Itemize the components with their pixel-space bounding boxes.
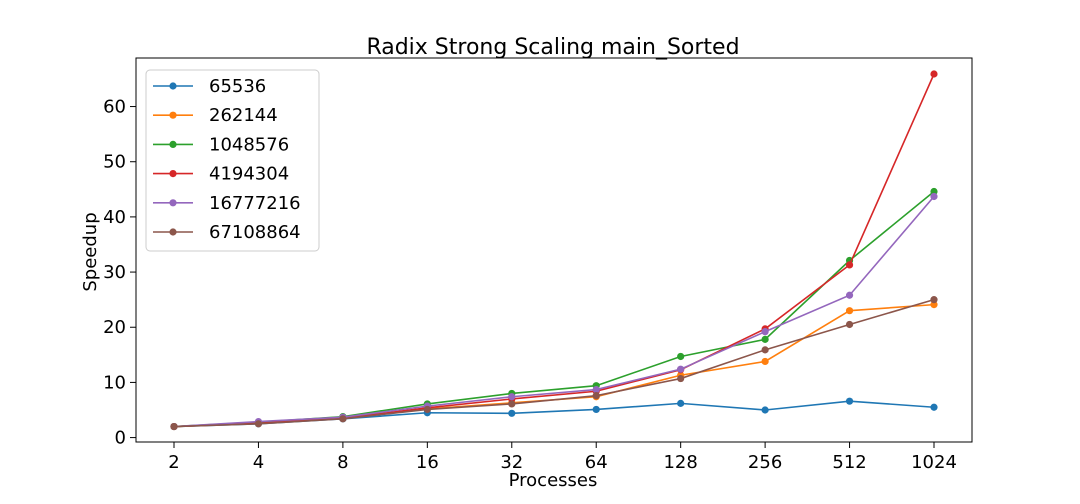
legend-swatch-marker (169, 82, 177, 90)
plot-frame (135, 57, 973, 443)
data-point (930, 403, 938, 411)
series-line (173, 195, 935, 428)
data-point (930, 301, 938, 309)
data-point (592, 392, 600, 400)
legend-swatch-marker (169, 199, 177, 207)
x-tick-label: 16 (416, 452, 439, 473)
data-point (930, 70, 938, 78)
x-tick-label: 4 (253, 452, 264, 473)
x-tick-label: 512 (832, 452, 866, 473)
legend-item: 4194304 (153, 164, 289, 185)
data-point (845, 397, 854, 405)
data-point (761, 346, 769, 354)
legend-label: 65536 (209, 76, 266, 97)
data-point (508, 400, 516, 408)
y-tick-label: 60 (103, 97, 126, 118)
legend-label: 67108864 (209, 222, 301, 243)
data-point (170, 422, 178, 431)
legend-label: 262144 (209, 105, 278, 126)
legend: 65536 262144 1048576 4194304 16777216 6710886… (145, 69, 320, 252)
data-point (423, 405, 431, 414)
y-tick-label: 20 (103, 317, 126, 338)
y-tick-label: 50 (103, 152, 126, 173)
legend-item: 262144 (153, 105, 278, 126)
data-point (930, 296, 938, 304)
data-point (845, 307, 854, 315)
legend-item: 16777216 (153, 193, 301, 214)
x-axis-ticks: 2 4 8 16 32 64 128 256 512 1024 (168, 442, 957, 473)
y-tick-label: 40 (103, 207, 126, 228)
data-point (761, 328, 769, 336)
legend-swatch-marker (169, 111, 177, 119)
axes-frame (135, 57, 973, 443)
data-point (845, 320, 854, 329)
x-tick-label: 8 (337, 452, 348, 473)
legend-item: 67108864 (153, 222, 301, 243)
legend-swatch-marker (169, 140, 177, 148)
y-tick-label: 10 (103, 372, 126, 393)
x-tick-label: 1024 (911, 452, 957, 473)
legend-swatch-marker (169, 228, 177, 236)
y-tick-label: 0 (115, 428, 126, 449)
data-point (592, 385, 600, 394)
series-group (170, 70, 938, 431)
legend-item: 65536 (153, 76, 266, 97)
data-point (254, 420, 263, 428)
data-point (677, 374, 685, 383)
y-axis-title: Speedup (80, 212, 101, 291)
y-tick-label: 30 (103, 262, 126, 283)
x-tick-label: 256 (748, 452, 782, 473)
x-tick-label: 128 (663, 452, 697, 473)
data-point (508, 409, 516, 417)
legend-item: 1048576 (153, 134, 289, 155)
legend-label: 16777216 (209, 193, 301, 214)
data-point (761, 357, 769, 366)
data-point (592, 405, 600, 414)
data-point (761, 406, 769, 414)
data-point (339, 415, 347, 423)
series-65536 (170, 397, 938, 431)
x-tick-label: 32 (500, 452, 523, 473)
data-point (930, 187, 938, 196)
legend-label: 1048576 (209, 134, 289, 155)
series-line (173, 303, 935, 428)
x-tick-label: 2 (168, 452, 179, 473)
data-point (930, 192, 938, 201)
data-point (845, 291, 854, 299)
data-point (677, 365, 685, 373)
series-67108864 (170, 296, 938, 431)
x-axis-title: Processes (509, 470, 598, 491)
y-axis-ticks: 0 10 20 30 40 50 60 (103, 97, 136, 449)
legend-swatch-marker (169, 170, 177, 178)
data-point (845, 261, 854, 269)
x-tick-label: 64 (585, 452, 608, 473)
series-line (173, 298, 935, 428)
data-point (677, 352, 685, 361)
data-point (761, 335, 769, 343)
data-point (508, 393, 516, 401)
data-point (677, 399, 685, 407)
chart-title: Radix Strong Scaling main_Sorted (366, 35, 739, 60)
legend-label: 4194304 (209, 164, 289, 185)
